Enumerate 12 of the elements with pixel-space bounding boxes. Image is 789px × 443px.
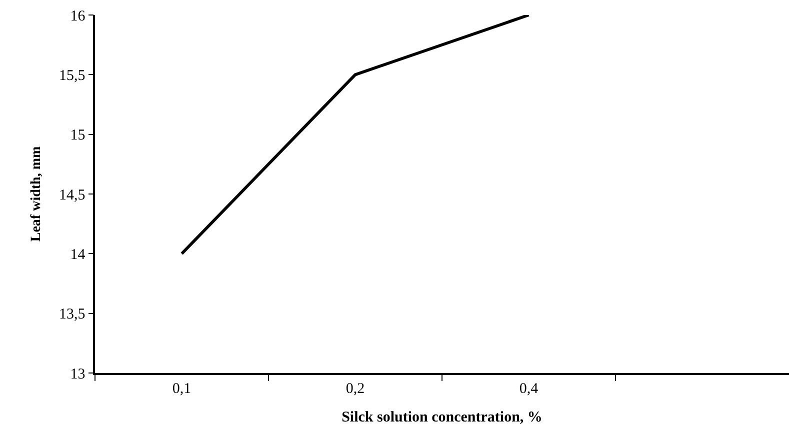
y-tick-label: 13,5 <box>59 306 86 323</box>
y-axis-title: Leaf width, mm <box>29 146 44 242</box>
y-tick-label: 13 <box>70 366 86 382</box>
y-tick-label: 15 <box>70 128 86 144</box>
y-tick-label: 16 <box>70 8 86 24</box>
x-axis-title: Silck solution concentration, % <box>342 409 542 426</box>
x-tick-label: 0,2 <box>346 380 365 397</box>
x-tick-label: 0,4 <box>519 380 539 397</box>
y-tick-label: 15,5 <box>59 68 86 84</box>
y-tick-label: 14,5 <box>59 187 86 204</box>
x-tick-label: 0,1 <box>172 380 192 397</box>
y-tick-label: 14 <box>70 246 86 263</box>
